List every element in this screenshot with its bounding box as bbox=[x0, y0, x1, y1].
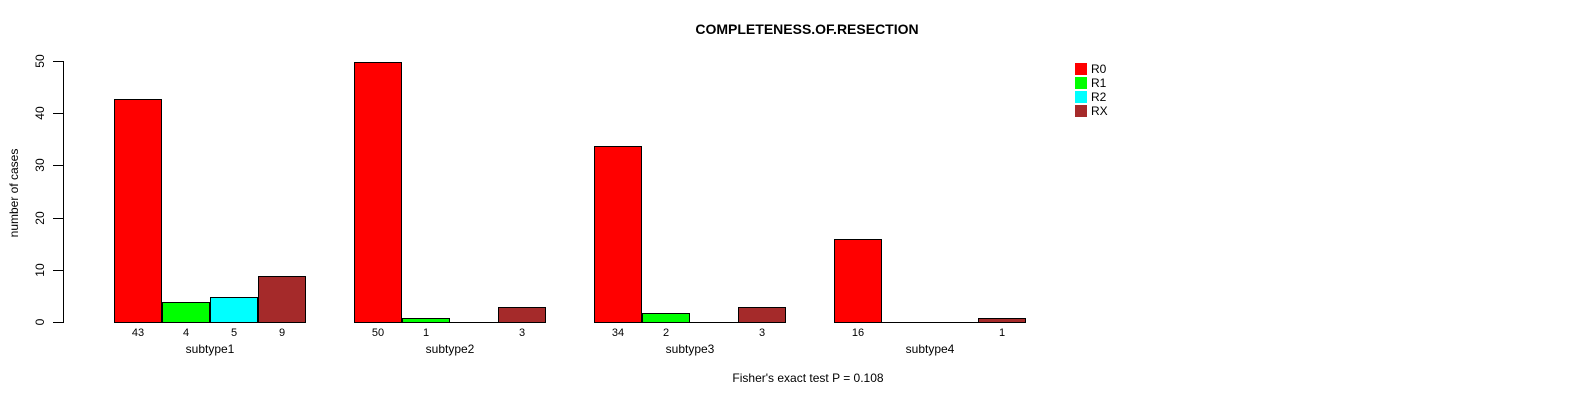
bar-value-label: 3 bbox=[758, 327, 766, 339]
bar-value-label: 5 bbox=[230, 327, 238, 339]
legend-label: RX bbox=[1091, 104, 1108, 118]
y-axis-tick-label: 40 bbox=[33, 106, 47, 120]
bar-value-label: 16 bbox=[851, 327, 865, 339]
y-axis-tick bbox=[53, 165, 63, 166]
bar-value-label: 4 bbox=[182, 327, 190, 339]
y-axis-tick bbox=[53, 322, 63, 323]
legend-swatch bbox=[1075, 77, 1087, 89]
y-axis-tick-label: 30 bbox=[33, 158, 47, 172]
bar-value-label: 43 bbox=[131, 327, 145, 339]
category-label: subtype4 bbox=[905, 342, 955, 356]
bar-value-label: 9 bbox=[278, 327, 286, 339]
legend-label: R1 bbox=[1091, 76, 1107, 90]
category-label: subtype3 bbox=[665, 342, 715, 356]
legend-label: R0 bbox=[1091, 62, 1107, 76]
bar-value-label: 3 bbox=[518, 327, 526, 339]
legend-label: R2 bbox=[1091, 90, 1107, 104]
footnote: Fisher's exact test P = 0.108 bbox=[732, 371, 884, 385]
legend-swatch bbox=[1075, 91, 1087, 103]
bar-value-label: 34 bbox=[611, 327, 625, 339]
bar bbox=[594, 146, 642, 323]
legend-swatch bbox=[1075, 105, 1087, 117]
chart-title: COMPLETENESS.OF.RESECTION bbox=[695, 21, 919, 37]
bar bbox=[162, 302, 210, 323]
legend-swatch bbox=[1075, 63, 1087, 75]
bar bbox=[642, 313, 690, 323]
bar-zero-line bbox=[882, 322, 930, 323]
bar-value-label: 1 bbox=[422, 327, 430, 339]
bar bbox=[738, 307, 786, 323]
y-axis-line bbox=[63, 61, 64, 323]
bar bbox=[402, 318, 450, 323]
bar-value-label: 1 bbox=[998, 327, 1006, 339]
y-axis-tick-label: 20 bbox=[33, 211, 47, 225]
bar bbox=[978, 318, 1026, 323]
bar bbox=[834, 239, 882, 323]
bar-zero-line bbox=[690, 322, 738, 323]
y-axis-tick bbox=[53, 218, 63, 219]
bar-zero-line bbox=[930, 322, 978, 323]
y-axis-tick-label: 0 bbox=[33, 318, 47, 326]
bar-zero-line bbox=[450, 322, 498, 323]
y-axis-tick-label: 10 bbox=[33, 263, 47, 277]
category-label: subtype1 bbox=[185, 342, 235, 356]
y-axis-tick bbox=[53, 270, 63, 271]
category-label: subtype2 bbox=[425, 342, 475, 356]
y-axis-tick bbox=[53, 113, 63, 114]
y-axis-tick bbox=[53, 61, 63, 62]
bar bbox=[354, 62, 402, 323]
bar bbox=[498, 307, 546, 323]
bar-value-label: 2 bbox=[662, 327, 670, 339]
y-axis-label: number of cases bbox=[7, 148, 21, 238]
bar bbox=[114, 99, 162, 323]
y-axis-tick-label: 50 bbox=[33, 54, 47, 68]
bar-value-label: 50 bbox=[371, 327, 385, 339]
bar bbox=[258, 276, 306, 323]
bar bbox=[210, 297, 258, 323]
